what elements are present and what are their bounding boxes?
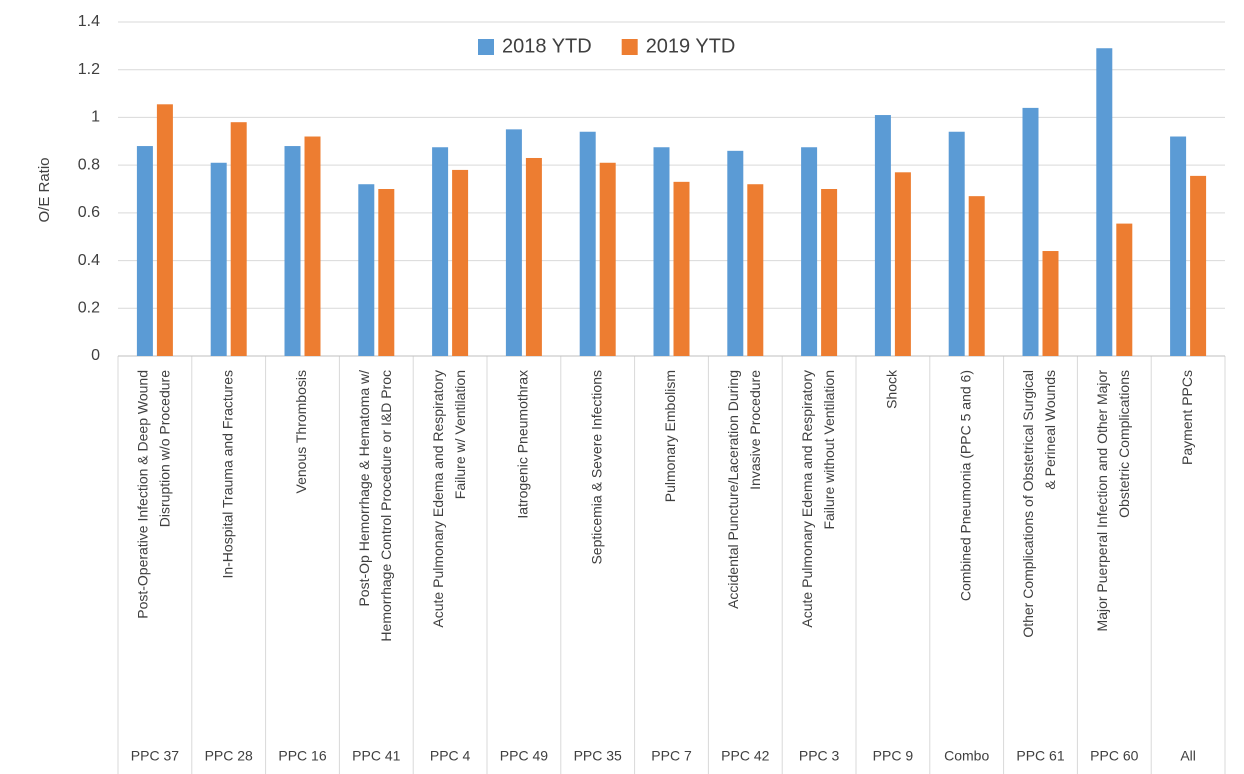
- bar: [1170, 136, 1187, 356]
- bar: [156, 104, 173, 356]
- y-tick-label: 0: [91, 347, 100, 364]
- y-axis-label: O/E Ratio: [36, 157, 53, 222]
- y-tick-label: 1.4: [78, 13, 100, 30]
- category-description: Post-Operative Infection & Deep Wound: [135, 370, 151, 619]
- x-tick-label: PPC 60: [1090, 748, 1138, 764]
- bar: [579, 131, 596, 356]
- bar: [747, 184, 764, 356]
- x-tick-label: PPC 28: [205, 748, 253, 764]
- x-tick-label: PPC 9: [873, 748, 914, 764]
- x-tick-label: PPC 7: [651, 748, 692, 764]
- bar: [284, 146, 301, 356]
- x-tick-label: PPC 3: [799, 748, 840, 764]
- category-description: Obstetric Complications: [1116, 370, 1132, 518]
- bar: [948, 131, 965, 356]
- x-tick-label: Combo: [944, 748, 989, 764]
- bar: [1116, 223, 1133, 356]
- bar: [1096, 48, 1113, 356]
- category-description: Pulmonary Embolism: [662, 370, 678, 502]
- x-tick-label: PPC 4: [430, 748, 471, 764]
- y-tick-label: 1.2: [78, 61, 100, 78]
- x-tick-label: PPC 16: [278, 748, 326, 764]
- x-tick-label: PPC 61: [1016, 748, 1064, 764]
- x-tick-label: PPC 41: [352, 748, 400, 764]
- y-tick-label: 0.6: [78, 204, 100, 221]
- y-tick-label: 0.4: [78, 252, 100, 269]
- bar: [505, 129, 522, 356]
- legend-label: 2018 YTD: [502, 35, 592, 57]
- x-tick-label: PPC 49: [500, 748, 548, 764]
- y-tick-label: 1: [91, 109, 100, 126]
- category-description: Failure w/ Ventilation: [452, 370, 468, 499]
- category-description: Iatrogenic Pneumothrax: [515, 370, 531, 519]
- category-description: Septicemia & Severe Infections: [588, 370, 604, 565]
- bar: [1190, 175, 1207, 356]
- category-description: Shock: [884, 369, 900, 409]
- bar: [136, 146, 153, 356]
- bar: [874, 115, 891, 357]
- x-tick-label: All: [1180, 748, 1196, 764]
- x-tick-label: PPC 37: [131, 748, 179, 764]
- bar: [821, 189, 838, 356]
- bar: [358, 184, 375, 356]
- legend-swatch: [478, 39, 494, 55]
- legend-swatch: [621, 39, 638, 55]
- category-description: Invasive Procedure: [747, 370, 763, 490]
- category-description: Payment PPCs: [1179, 370, 1195, 465]
- category-description: Other Complications of Obstetrical Surgi…: [1020, 370, 1036, 638]
- bar: [599, 162, 616, 356]
- y-tick-label: 0.8: [78, 156, 100, 173]
- category-description: Failure without Ventilation: [821, 370, 837, 530]
- x-tick-label: PPC 35: [574, 748, 622, 764]
- bar: [210, 162, 227, 356]
- bar: [452, 169, 469, 356]
- bar: [801, 147, 818, 356]
- category-description: Accidental Puncture/Laceration During: [725, 370, 741, 609]
- category-description: Combined Pneumonia (PPC 5 and 6): [957, 370, 973, 601]
- bar: [432, 147, 449, 356]
- legend-label: 2019 YTD: [646, 35, 736, 57]
- category-description: Disruption w/o Procedure: [157, 370, 173, 527]
- bar: [525, 157, 542, 356]
- category-description: In-Hospital Trauma and Fractures: [219, 370, 235, 579]
- category-description: & Perineal Wounds: [1042, 370, 1058, 490]
- category-description: Post-Op Hemorrhage & Hematoma w/: [356, 370, 372, 607]
- bar: [304, 136, 321, 356]
- bar: [1022, 107, 1039, 356]
- bar: [230, 122, 247, 356]
- bar: [894, 172, 911, 356]
- category-description: Acute Pulmonary Edema and Respiratory: [430, 370, 446, 628]
- category-description: Hemorrhage Control Procedure or I&D Proc: [378, 370, 394, 642]
- bar: [378, 189, 395, 356]
- bar: [653, 147, 670, 356]
- bar: [673, 181, 690, 356]
- y-tick-label: 0.2: [78, 300, 100, 317]
- category-description: Venous Thrombosis: [293, 370, 309, 493]
- category-description: Major Puerperal Infection and Other Majo…: [1094, 370, 1110, 632]
- x-tick-label: PPC 42: [721, 748, 769, 764]
- bar: [1042, 251, 1059, 356]
- bar: [727, 150, 744, 356]
- bar: [968, 196, 985, 356]
- category-description: Acute Pulmonary Edema and Respiratory: [799, 370, 815, 628]
